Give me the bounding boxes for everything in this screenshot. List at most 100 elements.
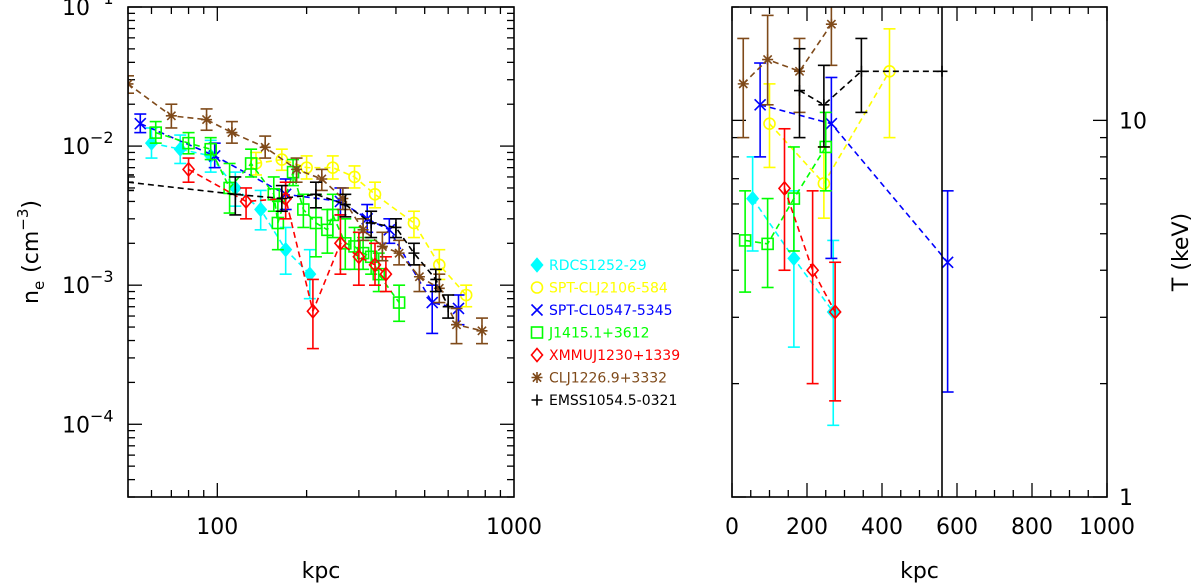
legend-marker: [530, 281, 544, 294]
legend-label: SPT-CL0547-5345: [549, 303, 673, 319]
series-spt-clj2106-584: [763, 28, 896, 219]
data-point: [825, 18, 837, 30]
series-line: [745, 146, 827, 245]
data-point: [393, 247, 405, 259]
legend-marker: [530, 303, 544, 317]
data-point: [226, 127, 238, 139]
series-rdcs1252-29: [746, 156, 840, 427]
legend-label: CLJ1226.9+3332: [549, 371, 667, 387]
data-point: [316, 173, 328, 185]
data-point: [326, 161, 340, 174]
y-axis-label: ne (cm−3): [14, 200, 48, 304]
x-axis-label: kpc: [302, 559, 341, 584]
legend-marker: [530, 257, 544, 273]
data-point: [182, 161, 196, 178]
data-point: [165, 110, 177, 122]
data-point: [244, 157, 258, 170]
y-label-close: ): [19, 200, 44, 209]
y-label-exp: −3: [14, 209, 32, 231]
y-label-main: n: [19, 290, 44, 304]
series-line: [768, 70, 891, 185]
data-point: [201, 114, 213, 126]
data-point: [239, 193, 253, 210]
y-tick-label: 10−4: [62, 406, 114, 438]
legend-marker: [530, 347, 544, 363]
series-line: [783, 188, 836, 313]
data-point: [777, 180, 792, 197]
legend-marker: [531, 372, 543, 383]
data-point: [297, 203, 310, 216]
data-point: [333, 235, 347, 252]
data-point: [806, 262, 820, 278]
legend-item-j1415-1-3612: J1415.1+3612: [530, 326, 649, 342]
y-axis-label: T (keV): [1169, 213, 1194, 292]
legend-item-xmmuj1230-1339: XMMUJ1230+1339: [530, 347, 680, 364]
data-point: [310, 188, 322, 200]
x-tick-label: 100: [196, 515, 238, 540]
data-point: [173, 141, 187, 157]
x-tick-label: 800: [1011, 515, 1053, 540]
series-j1415-1-3612: [149, 120, 406, 323]
data-point: [271, 216, 285, 230]
series-xmmuj1230-1339: [777, 127, 842, 402]
data-point: [279, 241, 293, 258]
data-point: [754, 98, 767, 111]
series-line: [742, 23, 833, 85]
data-point: [254, 201, 268, 218]
series-line: [188, 168, 387, 314]
data-point: [348, 170, 361, 184]
legend-item-emss1054-5-0321: EMSS1054.5-0321: [531, 393, 677, 409]
data-point: [357, 224, 369, 236]
series-xmmuj1230-1339: [182, 157, 393, 350]
series-clj1226-9-3332: [737, 7, 838, 139]
x-tick-label: 600: [936, 515, 978, 540]
legend-item-clj1226-9-3332: CLJ1226.9+3332: [531, 371, 667, 387]
series-layer: [737, 7, 954, 427]
data-point: [276, 192, 288, 204]
series-emss1054-5-0321: [793, 37, 948, 148]
legend-item-spt-cl0547-5345: SPT-CL0547-5345: [530, 303, 673, 319]
series-spt-cl0547-5345: [754, 62, 954, 393]
data-point: [407, 216, 421, 230]
data-point: [259, 141, 271, 153]
data-point: [352, 249, 366, 265]
data-point: [855, 65, 867, 77]
data-point: [368, 188, 382, 201]
data-point: [761, 237, 774, 251]
data-point: [392, 296, 406, 309]
x-tick-label: 1000: [486, 515, 542, 540]
data-point: [291, 163, 303, 175]
y-tick-exponent: −3: [90, 267, 114, 286]
x-axis-label: kpc: [900, 559, 939, 584]
data-point: [476, 325, 488, 337]
series-line: [799, 70, 942, 106]
y-tick-label: 10−1: [62, 0, 114, 21]
data-point: [432, 258, 446, 272]
legend-label: SPT-CLJ2106-584: [549, 281, 668, 297]
data-point: [368, 257, 382, 273]
legend-label: J1415.1+3612: [548, 326, 649, 342]
data-point: [229, 188, 241, 200]
data-point: [337, 192, 349, 204]
y-label-sub: e: [30, 281, 48, 290]
y-tick-exponent: −1: [90, 0, 114, 8]
series-emss1054-5-0321: [128, 174, 455, 319]
data-point: [737, 78, 749, 90]
data-point: [794, 85, 805, 97]
x-tick-label: 1000: [1079, 515, 1135, 540]
data-point: [365, 217, 377, 229]
data-point: [408, 247, 420, 259]
data-point: [825, 117, 838, 130]
data-point: [204, 142, 218, 156]
data-point: [182, 136, 195, 150]
data-point: [738, 234, 752, 247]
data-point: [787, 250, 801, 267]
data-point: [450, 319, 462, 331]
y-tick-exponent: −2: [90, 128, 114, 147]
data-point: [430, 273, 442, 285]
series-clj1226-9-3332: [128, 75, 488, 345]
plot-frame: [127, 6, 515, 498]
data-point: [426, 296, 439, 309]
y-tick-label: 10−2: [62, 128, 114, 160]
